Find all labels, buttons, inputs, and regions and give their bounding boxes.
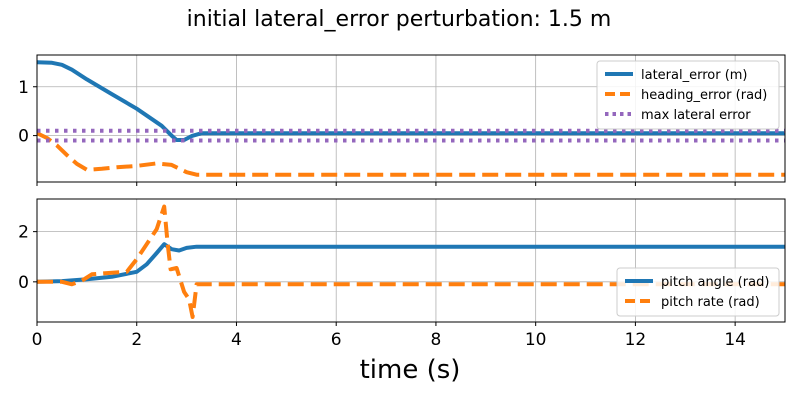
series-line-pitch-rate-rad [37,204,785,319]
x-tick-label: 12 [625,330,647,350]
y-tick-label: 0 [18,127,29,147]
legend-label: heading_error (rad) [641,88,767,103]
figure-title: initial lateral_error perturbation: 1.5 … [187,7,612,32]
y-tick-label: 2 [18,223,29,243]
legend: pitch angle (rad) pitch rate (rad) [616,267,780,317]
x-tick-label: 8 [431,330,442,350]
legend-label: max lateral error [641,108,751,123]
legend-box [596,60,780,130]
legend-label: lateral_error (m) [641,68,748,83]
legend-box [616,267,780,317]
x-tick-label: 6 [331,330,342,350]
axes-top: 0 1 lateral_error (m) heading_error (rad) ma… [18,54,786,186]
plot-area [37,204,785,319]
axes-bottom: 0 2 0 2 4 6 8 10 12 14 pitch angle (rad) pitch rate… [18,198,786,350]
y-tick-label: 1 [18,78,29,98]
plot-area [37,60,785,177]
x-tick-label: 14 [724,330,746,350]
x-tick-label: 2 [131,330,142,350]
axes-frame [36,198,786,323]
series-line-pitch-angle-rad [37,242,785,284]
series-line-heading-error-rad [37,131,785,177]
x-tick-label: 10 [525,330,547,350]
axes-frame [36,54,786,183]
y-tick-label: 0 [18,273,29,293]
series-line-lateral-error-m [37,60,785,142]
legend-label: pitch rate (rad) [661,295,760,310]
x-axis-label: time (s) [360,355,461,385]
x-tick-label: 4 [231,330,242,350]
legend: lateral_error (m) heading_error (rad) max … [596,60,780,130]
x-tick-label: 0 [32,330,43,350]
legend-label: pitch angle (rad) [661,275,769,290]
